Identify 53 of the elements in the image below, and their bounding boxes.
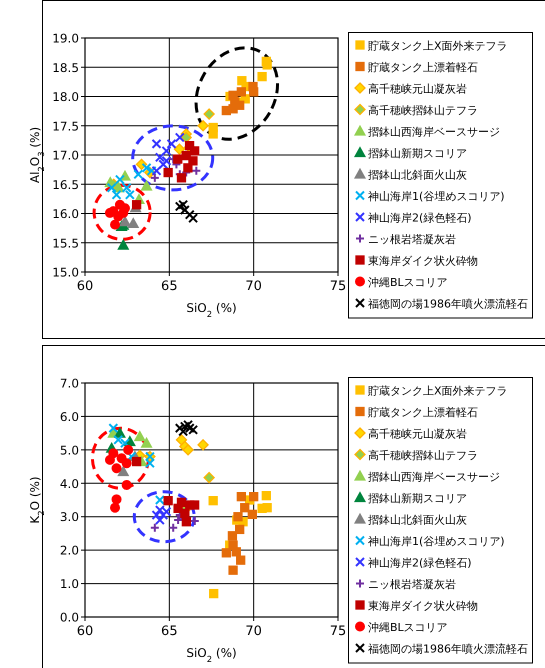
y-tick-label: 18.0 [52,90,79,104]
y-tick-label: 18.5 [52,60,79,75]
legend-label: ニッ根岩塔凝灰岩 [368,233,456,246]
legend-label: 貯蔵タンク上漂着軽石 [368,61,478,74]
y-tick-label: 0.0 [60,610,79,624]
legend-label: 摺鉢山新期スコリア [368,147,467,160]
x-tick-label: 65 [161,624,178,639]
y-tick-label: 7.0 [60,376,79,390]
y-tick-label: 1.0 [60,577,79,592]
x-axis-title: SiO$_{2}$ (%) [186,646,237,664]
legend-label: 高千穂峡摺鉢山テフラ [368,449,478,462]
legend-label: 神山海岸2(緑色軽石) [368,556,472,570]
y-tick-label: 16.5 [52,178,79,192]
legend-label: 高千穂峡元山凝灰岩 [368,82,467,96]
x-tick-label: 65 [161,279,178,294]
legend-label: 沖縄BLスコリア [368,621,448,634]
legend-label: 摺鉢山北斜面火山灰 [368,168,467,182]
y-tick-label: 4.0 [60,476,79,491]
y-tick-label: 17.5 [52,119,79,134]
x-tick-label: 75 [330,624,346,639]
legend-label: 高千穂峡元山凝灰岩 [368,428,467,440]
x-tick-label: 75 [330,279,346,294]
legend-label: 高千穂峡摺鉢山テフラ [368,104,478,117]
y-tick-label: 2.0 [60,544,79,558]
x-axis-title: SiO$_{2}$ (%) [186,301,237,319]
legend-label: 東海岸ダイク状火砕物 [368,254,478,268]
legend-label: 福徳岡の場1986年噴火漂流軽石 [368,642,528,656]
legend-label: 沖縄BLスコリア [368,276,448,289]
y-tick-label: 6.0 [60,410,79,424]
legend-label: ニッ根岩塔凝灰岩 [368,578,456,591]
legend-label: 貯蔵タンク上漂着軽石 [368,406,478,419]
legend-label: 東海岸ダイク状火砕物 [368,600,478,612]
legend-label: 貯蔵タンク上X面外来テフラ [368,40,508,52]
y-tick-label: 5.0 [60,443,79,458]
y-tick-label: 3.0 [60,510,79,524]
y-tick-label: 15.5 [52,236,79,250]
y-tick-label: 16.0 [52,207,79,221]
y-tick-label: 19.0 [52,32,79,46]
legend-label: 貯蔵タンク上X面外来テフラ [368,384,508,398]
legend-label: 神山海岸1(谷埋めスコリア) [368,535,505,548]
x-tick-label: 70 [245,624,262,639]
legend-label: 摺鉢山北斜面火山灰 [368,514,467,526]
legend-label: 摺鉢山新期スコリア [368,492,467,505]
legend-label: 福徳岡の場1986年噴火漂流軽石 [368,298,528,310]
legend-label: 摺鉢山西海岸ベースサージ [368,470,500,484]
legend-label: 神山海岸2(緑色軽石) [368,212,472,224]
x-tick-label: 70 [245,279,262,294]
legend-label: 神山海岸1(谷埋めスコリア) [368,190,505,203]
x-tick-label: 60 [76,279,94,294]
y-tick-label: 17.0 [52,148,79,162]
y-tick-label: 15.0 [52,266,79,280]
legend-label: 摺鉢山西海岸ベースサージ [368,126,500,138]
x-tick-label: 60 [76,624,94,639]
